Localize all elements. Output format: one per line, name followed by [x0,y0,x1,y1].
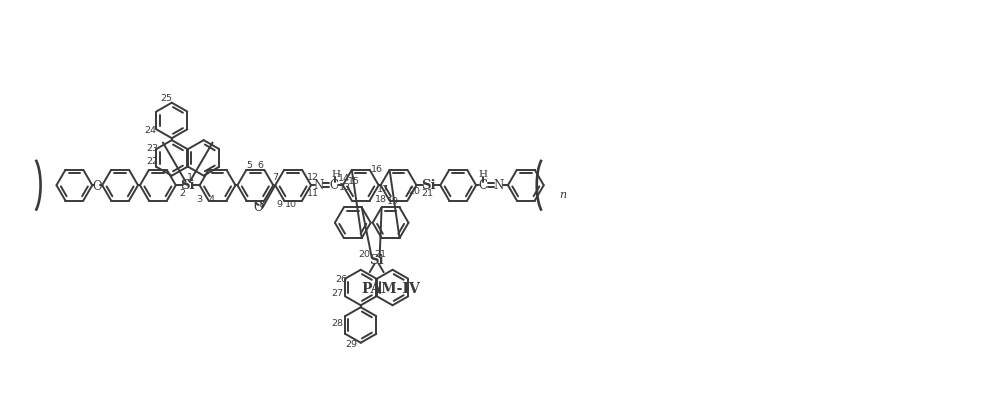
Text: 26: 26 [335,275,347,284]
Text: 12: 12 [307,173,319,182]
Text: 16: 16 [370,165,382,174]
Text: C: C [329,179,339,192]
Text: 27: 27 [331,289,343,298]
Text: PAM-IV: PAM-IV [361,282,420,296]
Text: 19: 19 [386,197,399,206]
Text: 20: 20 [359,250,370,259]
Text: 9: 9 [276,200,283,210]
Text: 15: 15 [348,177,360,186]
Text: N: N [314,179,324,192]
Text: 29: 29 [345,340,357,349]
Text: 24: 24 [144,126,156,135]
Text: 8: 8 [258,200,264,210]
Text: H: H [331,170,341,179]
Text: 25: 25 [160,94,171,103]
Text: 6: 6 [257,161,263,170]
Text: H: H [479,170,488,179]
Text: 21: 21 [422,189,433,197]
Text: 4: 4 [209,195,215,204]
Text: 1: 1 [187,173,193,182]
Text: 22: 22 [146,157,158,166]
Text: 28: 28 [331,318,343,328]
Text: 11: 11 [307,189,319,197]
Text: Si: Si [369,253,384,267]
Text: 18: 18 [374,195,387,204]
Text: Si: Si [180,179,195,192]
Text: 14: 14 [338,174,350,183]
Text: 23: 23 [146,143,158,152]
Text: 20: 20 [409,187,421,195]
Text: Si: Si [421,179,435,192]
Text: 3: 3 [197,195,203,204]
Text: O: O [253,202,263,214]
Text: 21: 21 [374,250,387,259]
Text: 5: 5 [246,161,252,170]
Text: 2: 2 [179,189,186,197]
Text: 17: 17 [376,185,389,194]
Text: 10: 10 [285,200,297,210]
Text: 7: 7 [272,173,278,182]
Text: N: N [493,179,504,192]
Text: O: O [93,180,102,193]
Text: n: n [559,190,566,200]
Text: C: C [479,179,488,192]
Text: 13: 13 [339,183,351,192]
